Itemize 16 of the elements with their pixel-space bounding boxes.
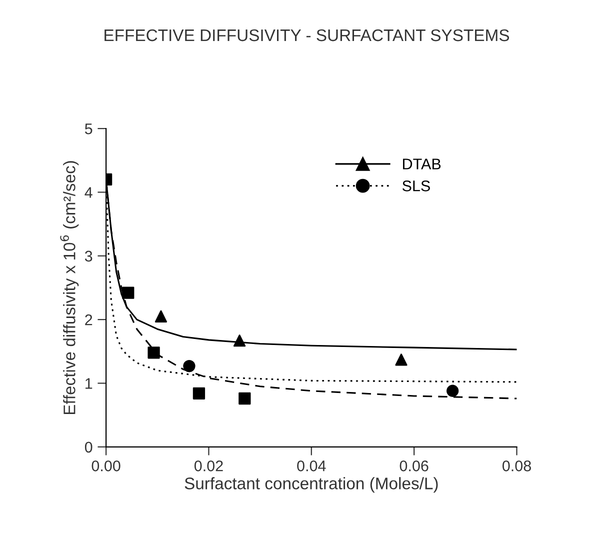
y-tick-label: 5	[84, 124, 92, 134]
legend-label: DTAB	[403, 158, 441, 170]
x-tick-label: 0.02	[194, 460, 223, 472]
x-tick-label: 0.08	[502, 460, 531, 472]
x-axis-title: Surfactant concentration (Moles/L)	[184, 477, 438, 493]
y-tick-label: 0	[84, 442, 92, 453]
x-tick-label: 0.06	[400, 460, 428, 472]
y-tick-label: 4	[84, 187, 92, 198]
chart-title: EFFECTIVE DIFFUSIVITY - SURFACTANT SYSTEMS	[104, 29, 510, 42]
x-tick-label: 0.00	[92, 460, 120, 472]
legend-label: SLS	[402, 180, 430, 192]
x-tick-label: 0.04	[297, 460, 326, 472]
y-tick-label: 3	[84, 250, 92, 262]
y-tick-label: 2	[85, 314, 92, 326]
y-tick-label: 1	[86, 378, 92, 389]
y-axis-title: Effective diffusivity x 10$^{6}$ (cm²/sec)	[60, 161, 79, 414]
